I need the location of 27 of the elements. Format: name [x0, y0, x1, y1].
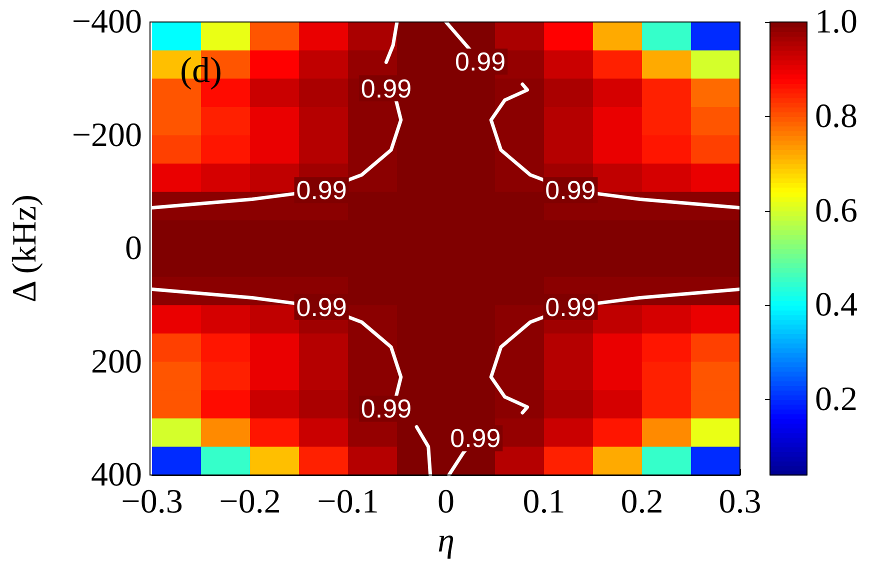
x-tick-label: 0 — [438, 484, 454, 520]
y-tick-label: −400 — [72, 4, 142, 40]
x-tick-label: −0.1 — [317, 484, 379, 520]
color-bar-label: 0.4 — [815, 286, 858, 324]
annotation: 0.99 — [450, 423, 501, 454]
color-bar-label: 0.8 — [815, 98, 858, 135]
annotation: (d) — [180, 50, 222, 90]
x-tick-label: −0.2 — [219, 484, 281, 520]
annotation: 0.99 — [454, 46, 506, 77]
annotation: 0.99 — [545, 175, 596, 206]
x-tick-label: 0.1 — [522, 484, 566, 520]
color-bar-label: 1.0 — [815, 4, 858, 40]
annotation: 0.99 — [296, 292, 347, 322]
annotation: 0.99 — [360, 394, 412, 424]
y-tick-label: −200 — [72, 116, 142, 154]
y-axis-title: Δ (kHz) — [6, 194, 44, 302]
y-tick-label: 0 — [125, 230, 142, 267]
x-tick-label: 0.3 — [718, 484, 762, 520]
y-tick-label: 400 — [91, 456, 142, 494]
color-bar-label: 0.6 — [815, 192, 858, 230]
x-axis-title: η — [438, 522, 454, 560]
annotation: 0.99 — [360, 73, 412, 104]
color-bar-label: 0.2 — [815, 381, 858, 418]
annotation: 0.99 — [296, 175, 347, 206]
annotation: 0.99 — [545, 292, 596, 322]
y-tick-label: 200 — [91, 343, 142, 380]
x-tick-label: 0.2 — [620, 484, 664, 520]
